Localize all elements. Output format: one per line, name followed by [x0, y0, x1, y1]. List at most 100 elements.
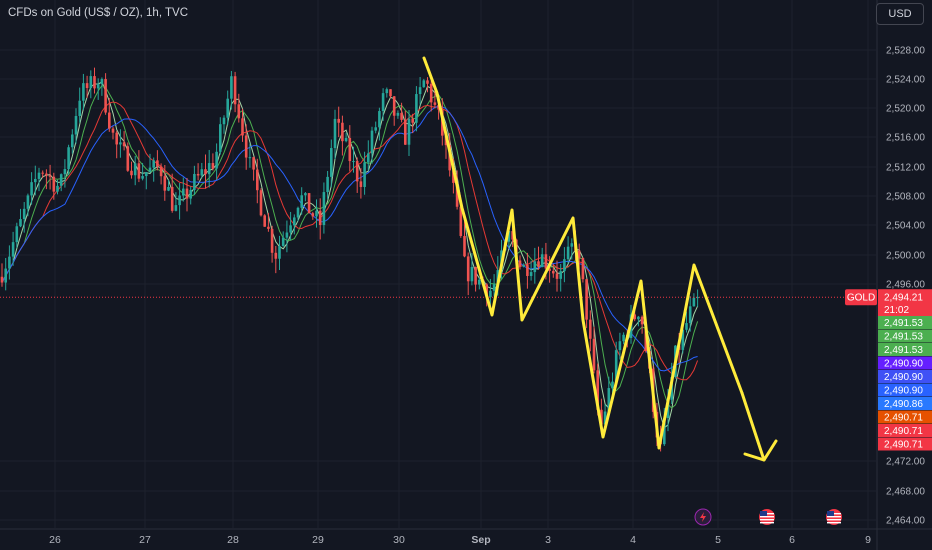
candle-up	[570, 243, 574, 247]
candle-up	[207, 163, 211, 175]
candle-down	[400, 112, 403, 120]
candle-down	[263, 215, 266, 227]
candle-up	[74, 115, 78, 135]
candle-up	[22, 208, 26, 220]
price-tick-label: 2,524.00	[886, 75, 925, 86]
price-tick-label: 2,508.00	[886, 192, 925, 203]
candle-down	[355, 161, 359, 182]
candle-down	[455, 182, 459, 207]
candle-up	[141, 176, 144, 179]
candle-down	[589, 319, 592, 339]
candle-up	[56, 185, 59, 192]
candle-down	[241, 118, 244, 136]
candle-up	[566, 246, 570, 260]
candle-up	[611, 381, 614, 389]
candle-down	[233, 76, 237, 105]
indicator-badge	[878, 356, 932, 370]
candle-up	[285, 232, 289, 238]
candle-down	[581, 257, 585, 280]
us-flag-icon[interactable]	[826, 509, 842, 525]
time-axis[interactable]: 26 27 28 29 30 Sep 3 4 5 6 9	[0, 528, 932, 546]
candle-down	[426, 80, 429, 84]
candle-up	[492, 284, 496, 291]
candle-down	[577, 250, 581, 258]
indicator-badge-value: 2,490.90	[884, 386, 923, 397]
us-flag-icon[interactable]	[759, 509, 775, 525]
candles	[0, 67, 699, 452]
time-tick-label: 3	[545, 534, 551, 546]
price-tick-label: 2,496.00	[886, 280, 925, 291]
currency-button[interactable]: USD	[876, 3, 924, 25]
candle-up	[607, 388, 611, 412]
candle-down	[429, 83, 433, 103]
candle-up	[152, 160, 155, 168]
candle-up	[622, 334, 625, 342]
candle-down	[600, 409, 603, 425]
candle-up	[8, 256, 11, 269]
candle-down	[237, 104, 241, 119]
candle-up	[59, 174, 63, 186]
symbol-tag	[845, 289, 877, 306]
candle-up	[529, 272, 533, 276]
indicator-badge	[878, 343, 932, 356]
candle-up	[222, 117, 226, 125]
candle-up	[226, 98, 229, 118]
event-icons[interactable]	[694, 508, 842, 526]
indicator-badge-value: 2,490.90	[884, 359, 923, 370]
candle-up	[4, 268, 7, 283]
candle-down	[596, 370, 599, 410]
lightning-icon[interactable]	[694, 508, 712, 526]
candle-up	[489, 290, 492, 298]
current-price-value: 2,494.21	[884, 293, 923, 304]
time-tick-label: 26	[49, 534, 61, 546]
indicator-badge-value: 2,490.86	[884, 399, 923, 410]
candle-up	[415, 94, 418, 123]
indicator-badge-value: 2,491.53	[884, 318, 923, 329]
candle-down	[156, 160, 159, 167]
time-tick-label: 4	[630, 534, 636, 546]
candle-down	[348, 137, 352, 162]
candle-up	[333, 118, 337, 149]
candle-down	[244, 135, 248, 158]
candle-down	[548, 268, 551, 271]
candle-up	[385, 89, 389, 94]
candle-up	[696, 297, 699, 299]
arrow-shaft	[740, 391, 766, 462]
candle-down	[307, 193, 311, 214]
candle-up	[26, 195, 30, 209]
candle-down	[392, 96, 396, 116]
candle-up	[67, 147, 70, 170]
candle-up	[215, 151, 218, 169]
candle-up	[278, 245, 281, 259]
candle-up	[296, 207, 300, 218]
price-axis[interactable]: 2,528.00 2,524.00 2,520.00 2,516.00 2,512.00…	[876, 0, 925, 550]
indicator-badge	[878, 397, 932, 410]
candle-down	[137, 163, 141, 179]
candle-down	[544, 254, 548, 269]
candle-down	[552, 270, 555, 274]
candle-up	[34, 178, 37, 183]
candle-up	[293, 217, 296, 226]
candle-up	[614, 350, 618, 382]
candle-down	[555, 273, 559, 279]
time-tick-label: 28	[227, 534, 239, 546]
candle-up	[30, 182, 33, 196]
candle-down	[130, 170, 133, 176]
candle-up	[78, 100, 81, 116]
candle-down	[537, 261, 540, 267]
candle-up	[11, 242, 15, 257]
candle-up	[692, 297, 696, 307]
candle-up	[189, 189, 192, 199]
candle-up	[133, 163, 137, 176]
candle-down	[270, 228, 274, 253]
candle-down	[585, 279, 588, 320]
indicator-badge-value: 2,490.71	[884, 413, 923, 424]
candle-down	[159, 166, 163, 177]
symbol-tag-label: GOLD	[847, 293, 875, 304]
candle-down	[211, 163, 215, 169]
candle-up	[370, 130, 374, 154]
candle-down	[633, 314, 636, 320]
candle-down	[122, 142, 126, 147]
candle-up	[378, 111, 381, 128]
